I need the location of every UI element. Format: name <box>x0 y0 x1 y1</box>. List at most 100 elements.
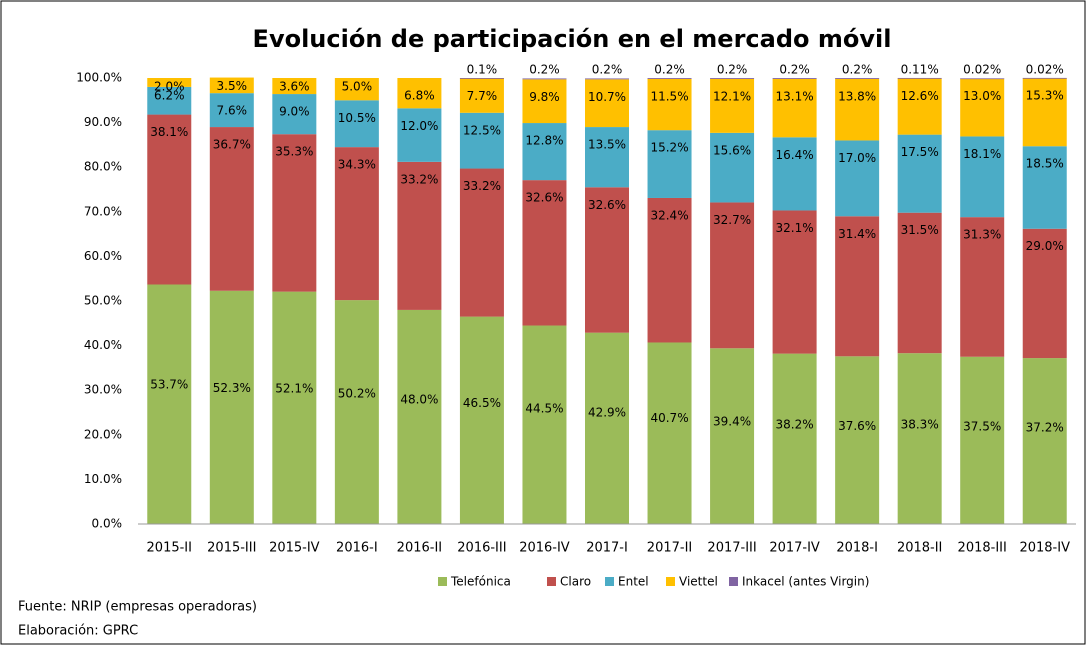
bar-segment <box>647 342 692 524</box>
bar-segment <box>147 114 192 285</box>
legend-swatch <box>666 577 675 586</box>
data-label: 31.3% <box>963 228 1001 242</box>
data-label: 32.7% <box>713 213 751 227</box>
bar-segment <box>1022 77 1067 79</box>
data-label: 37.2% <box>1026 420 1064 434</box>
bar-segment <box>272 78 317 95</box>
data-label: 40.7% <box>650 411 688 425</box>
y-tick-label: 0.0% <box>92 517 123 531</box>
bar-segment <box>1022 358 1067 524</box>
data-label: 12.1% <box>713 89 751 103</box>
bar-segment <box>710 132 755 203</box>
legend-label: Claro <box>560 575 591 589</box>
chart-title: Evolución de participación en el mercado… <box>253 25 892 53</box>
legend-label: Inkacel (antes Virgin) <box>742 575 869 589</box>
legend-swatch <box>605 577 614 586</box>
data-label: 34.3% <box>338 158 376 172</box>
data-label: 13.1% <box>776 89 814 103</box>
bar-segment <box>960 217 1005 357</box>
bar-segment <box>459 316 504 524</box>
bar-segment <box>147 78 192 87</box>
y-tick-label: 80.0% <box>84 160 122 174</box>
bar-segment <box>397 161 442 310</box>
data-label: 12.5% <box>463 123 501 137</box>
data-label: 10.7% <box>588 90 626 104</box>
data-label: 38.1% <box>150 125 188 139</box>
x-tick-label: 2016-I <box>336 541 378 556</box>
bar-segment <box>772 137 817 211</box>
data-label: 9.0% <box>279 105 310 119</box>
bar-segment <box>397 78 442 109</box>
bar-segment <box>397 108 442 162</box>
data-label: 0.2% <box>529 63 560 77</box>
bar-segment <box>459 112 504 169</box>
bar-segment <box>960 78 1005 80</box>
data-label: 31.4% <box>838 227 876 241</box>
bar-segment <box>835 78 880 141</box>
data-label: 35.3% <box>275 145 313 159</box>
y-tick-label: 70.0% <box>84 204 122 218</box>
data-label: 31.5% <box>901 223 939 237</box>
data-label: 37.6% <box>838 419 876 433</box>
data-label: 32.1% <box>776 221 814 235</box>
data-label: 3.6% <box>279 80 310 94</box>
data-label: 2.0% <box>154 80 185 94</box>
bar-segment <box>710 202 755 349</box>
bar-segment <box>897 212 942 354</box>
bar-segment <box>835 356 880 524</box>
bar-segment <box>147 284 192 524</box>
data-label: 0.2% <box>842 63 873 77</box>
data-label: 15.6% <box>713 143 751 157</box>
bar-segment <box>209 290 254 524</box>
data-label: 0.02% <box>1026 63 1064 77</box>
data-label: 36.7% <box>213 138 251 152</box>
data-label: 32.6% <box>588 198 626 212</box>
data-label: 52.3% <box>213 381 251 395</box>
data-label: 13.5% <box>588 138 626 152</box>
source-note: Fuente: NRIP (empresas operadoras) <box>18 600 257 615</box>
bar-segment <box>772 353 817 524</box>
y-tick-label: 90.0% <box>84 115 122 129</box>
x-tick-label: 2016-II <box>397 541 442 556</box>
data-label: 0.02% <box>963 63 1001 77</box>
bar-segment <box>272 134 317 292</box>
y-tick-label: 10.0% <box>84 472 122 486</box>
y-tick-label: 50.0% <box>84 294 122 308</box>
data-label: 32.6% <box>525 191 563 205</box>
x-tick-label: 2018-I <box>836 541 878 556</box>
bar-segment <box>459 78 504 113</box>
bar-segment <box>522 78 567 80</box>
bar-segment <box>585 78 629 80</box>
bar-segment <box>147 86 192 115</box>
data-label: 0.2% <box>654 63 685 77</box>
bar-segment <box>272 291 317 524</box>
bar-segment <box>710 348 755 524</box>
data-label: 32.4% <box>650 208 688 222</box>
bar-segment <box>835 78 880 79</box>
x-tick-label: 2015-IV <box>269 541 320 556</box>
legend-label: Telefónica <box>450 575 511 589</box>
bar-segment <box>647 78 692 79</box>
x-tick-label: 2018-II <box>897 541 942 556</box>
bar-segment <box>897 134 942 213</box>
data-label: 5.0% <box>342 80 373 94</box>
bar-segment <box>209 127 254 291</box>
bar-segment <box>897 77 942 79</box>
legend-label: Entel <box>618 575 649 589</box>
bar-segment <box>1022 228 1067 359</box>
bar-segment <box>710 78 755 79</box>
bar-segment <box>710 78 755 133</box>
bar-segment <box>960 356 1005 524</box>
data-label: 33.2% <box>400 172 438 186</box>
bar-segment <box>585 79 629 128</box>
data-label: 29.0% <box>1026 239 1064 253</box>
bar-segment <box>960 136 1005 218</box>
bar-segment <box>522 123 567 181</box>
data-label: 0.2% <box>779 63 810 77</box>
data-label: 9.8% <box>529 90 560 104</box>
data-label: 7.6% <box>217 104 248 118</box>
x-tick-label: 2015-III <box>207 541 256 556</box>
bar-segment <box>272 94 317 135</box>
bar-segment <box>772 78 817 79</box>
